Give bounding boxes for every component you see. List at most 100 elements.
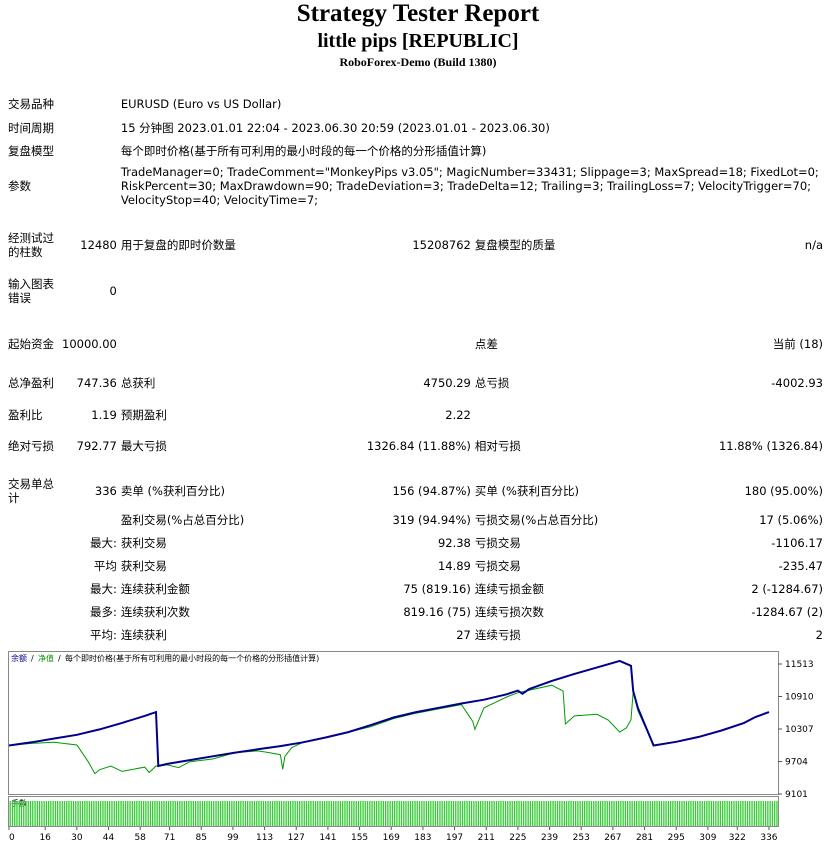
volume-bar (351, 801, 353, 826)
volume-bar (296, 801, 299, 826)
volume-bar (14, 801, 16, 826)
volume-bar (461, 801, 464, 826)
legend-balance: 余额 (11, 653, 27, 663)
x-tick-label: 225 (509, 833, 526, 843)
volume-bar (290, 801, 292, 826)
volume-bar (599, 801, 602, 826)
volume-bar (319, 801, 321, 826)
volume-bar (602, 801, 604, 826)
x-tick-label: 183 (414, 833, 431, 843)
table-row: 复盘模型 每个即时价格(基于所有可利用的最小时段的每一个价格的分形插值计算) (6, 139, 825, 162)
volume-bar (115, 801, 118, 826)
volume-bar (466, 801, 468, 826)
volume-bar (690, 801, 692, 826)
payoff-label: 预期盈利 (120, 408, 167, 422)
volume-bar (484, 801, 486, 826)
volume-bar (360, 801, 362, 826)
losses-value: 17 (5.06%) (759, 512, 823, 527)
volume-bar (283, 801, 285, 826)
volume-bar (353, 801, 355, 826)
volume-bar (373, 801, 375, 826)
volume-bar (658, 801, 660, 826)
volume-bar (520, 801, 522, 826)
volume-bar (642, 801, 645, 826)
volume-bar (335, 801, 337, 826)
volume-bar (303, 801, 305, 826)
model-value: 每个即时价格(基于所有可利用的最小时段的每一个价格的分形插值计算) (120, 143, 487, 158)
volume-bar (206, 801, 208, 826)
volume-bar (685, 801, 688, 826)
y-tick-label: 9101 (785, 790, 808, 800)
volume-bar (217, 801, 219, 826)
reldd-value: 11.88% (1326.84) (718, 439, 823, 453)
volume-bar (742, 801, 744, 826)
report-title: Strategy Tester Report (296, 0, 540, 27)
volume-bar (545, 801, 547, 826)
volume-bar (260, 801, 262, 826)
x-tick-label: 322 (729, 833, 746, 843)
bars-value: 12480 (80, 238, 117, 252)
netprofit-label: 总净盈利 (8, 376, 54, 390)
avg2-label: 平均: (90, 627, 117, 642)
volume-bar (504, 801, 507, 826)
volume-bar (414, 801, 416, 826)
volume-bar (722, 801, 724, 826)
volume-bar (32, 801, 34, 826)
volume-bar (25, 801, 27, 826)
volume-bar (491, 801, 493, 826)
volume-bar (88, 801, 90, 826)
volume-bar (731, 801, 733, 826)
volume-bar (470, 801, 473, 826)
volume-bar (222, 801, 224, 826)
volume-bar (588, 801, 590, 826)
volume-bar (538, 801, 541, 826)
volume-bar (348, 801, 351, 826)
volume-bar (579, 801, 581, 826)
volume-bar (760, 801, 762, 826)
volume-bar (224, 801, 226, 826)
volume-bar (249, 801, 251, 826)
x-tick-label: 281 (636, 833, 653, 843)
period-value: 15 分钟图 2023.01.01 22:04 - 2023.06.30 20:… (120, 120, 550, 135)
volume-bar (280, 801, 283, 826)
volume-bar (149, 801, 152, 826)
volume-bar (312, 801, 314, 826)
volume-bar (195, 801, 197, 826)
short-label: 卖单 (%获利百分比) (120, 484, 225, 498)
volume-bar (391, 801, 394, 826)
volume-bar (715, 801, 717, 826)
volume-bar (45, 801, 47, 826)
consecloss-amt-label: 连续亏损金额 (474, 581, 544, 596)
maxdd-value: 1326.84 (11.88%) (366, 439, 471, 453)
volume-bar (176, 801, 179, 826)
volume-bar (129, 801, 131, 826)
balance-chart: 余额 / 净值 / 每个即时价格(基于所有可利用的最小时段的每一个价格的分形插值… (8, 651, 814, 843)
volume-bar (744, 801, 746, 826)
errors-label: 输入图表错误 (8, 277, 54, 305)
x-tick-label: 44 (103, 833, 115, 843)
volume-bar (102, 801, 104, 826)
volume-bar (398, 801, 400, 826)
volume-bar (362, 801, 364, 826)
volume-bar (615, 801, 617, 826)
chart-plot-frame (8, 651, 779, 795)
volume-bar (104, 801, 106, 826)
volume-bar (434, 801, 436, 826)
volume-bar (681, 801, 683, 826)
volume-bar (269, 801, 271, 826)
volume-bar (674, 801, 676, 826)
consecloss-cnt-value: -1284.67 (2) (751, 604, 823, 619)
volume-bar (109, 801, 111, 826)
x-tick-label: 85 (196, 833, 207, 843)
volume-bar (712, 801, 715, 826)
volume-bar (552, 801, 554, 826)
volume-bar (375, 801, 378, 826)
volume-bar (330, 801, 332, 826)
volume-bar (156, 801, 158, 826)
volume-bar (638, 801, 640, 826)
long-label: 买单 (%获利百分比) (474, 484, 579, 498)
volume-bar (416, 801, 418, 826)
table-row: 绝对亏损 792.77 最大亏损 1326.84 (11.88%) 相对亏损 1… (6, 426, 825, 466)
volume-bar (482, 801, 484, 826)
volume-bar (179, 801, 181, 826)
